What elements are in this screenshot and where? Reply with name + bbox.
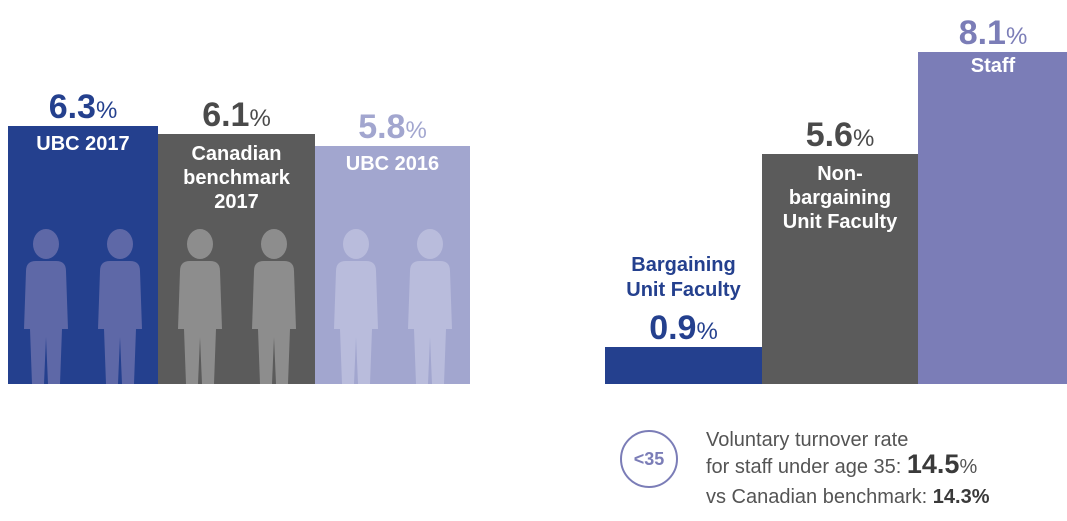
person-icon: [252, 229, 296, 384]
under-35-stat: <35 Voluntary turnover rate for staff un…: [620, 425, 1060, 521]
bar-label-ubc-2017: UBC 2017: [8, 132, 158, 156]
value-label-canadian-benchmark: 6.1%: [158, 98, 315, 132]
label-line: Unit Faculty: [626, 279, 741, 301]
bar-label-staff: Staff: [918, 54, 1067, 78]
value-percent: %: [95, 97, 118, 124]
label-line: bargaining: [788, 187, 892, 209]
bar-label-non-bargaining: Non- bargaining Unit Faculty: [762, 162, 918, 234]
bar-ubc-2016: UBC 2016: [315, 146, 470, 384]
value-number: 5.6: [805, 116, 853, 154]
value-number: 0.9: [649, 309, 697, 347]
bar-non-bargaining-unit-faculty: Non- bargaining Unit Faculty: [762, 154, 918, 384]
people-figures-canadian: [158, 229, 315, 384]
label-line: UBC 2017: [36, 133, 130, 155]
person-icon: [98, 229, 142, 384]
label-line: UBC 2016: [345, 153, 440, 175]
value-percent: %: [405, 117, 427, 144]
label-line: 2017: [214, 191, 259, 213]
label-line: Staff: [970, 55, 1016, 77]
under-35-line-3: vs Canadian benchmark: 14.3%: [706, 487, 990, 507]
person-icon: [24, 229, 68, 384]
value-number: 6.3: [48, 88, 96, 126]
under-35-benchmark-value: 14.3%: [932, 486, 990, 508]
person-icon: [408, 229, 452, 384]
value-percent: %: [1005, 23, 1028, 50]
bar-label-canadian-benchmark: Canadian benchmark 2017: [158, 142, 315, 214]
value-label-non-bargaining-unit-faculty: 5.6%: [762, 118, 918, 152]
label-line: Bargaining: [631, 254, 736, 276]
value-label-staff: 8.1%: [918, 16, 1067, 50]
under-35-rate-percent: %: [959, 456, 978, 478]
under-35-badge: <35: [620, 430, 678, 488]
value-number: 5.8: [358, 108, 406, 146]
value-percent: %: [852, 125, 875, 152]
value-label-ubc-2017: 6.3%: [8, 90, 158, 124]
bar-ubc-2017: UBC 2017: [8, 126, 158, 384]
label-line: Canadian: [191, 143, 282, 165]
value-percent: %: [696, 318, 718, 345]
under-35-line-2: for staff under age 35: 14.5%: [706, 451, 977, 478]
under-35-rate: 14.5: [906, 449, 960, 479]
value-percent: %: [249, 105, 271, 132]
under-35-benchmark-text: vs Canadian benchmark:: [706, 486, 933, 508]
under-35-line-2-text: for staff under age 35:: [706, 456, 907, 478]
value-label-ubc-2016: 5.8%: [315, 110, 470, 144]
label-line: benchmark: [183, 167, 290, 189]
label-line: Non-: [817, 163, 863, 185]
bar-label-ubc-2016: UBC 2016: [315, 152, 470, 176]
bar-staff: Staff: [918, 52, 1067, 384]
bar-bargaining-unit-faculty: [605, 347, 762, 384]
bar-label-bargaining-unit-faculty: Bargaining Unit Faculty: [605, 253, 762, 303]
person-icon: [178, 229, 222, 384]
label-line: Unit Faculty: [782, 211, 898, 233]
person-icon: [334, 229, 378, 384]
value-number: 6.1: [202, 96, 250, 134]
people-figures-ubc-2017: [8, 229, 158, 384]
value-number: 8.1: [958, 14, 1006, 52]
under-35-line-1-text: Voluntary turnover rate: [706, 429, 909, 451]
people-figures-ubc-2016: [315, 229, 470, 384]
value-label-bargaining-unit-faculty: 0.9%: [605, 311, 762, 345]
bar-canadian-benchmark-2017: Canadian benchmark 2017: [158, 134, 315, 384]
under-35-line-1: Voluntary turnover rate: [706, 430, 908, 450]
